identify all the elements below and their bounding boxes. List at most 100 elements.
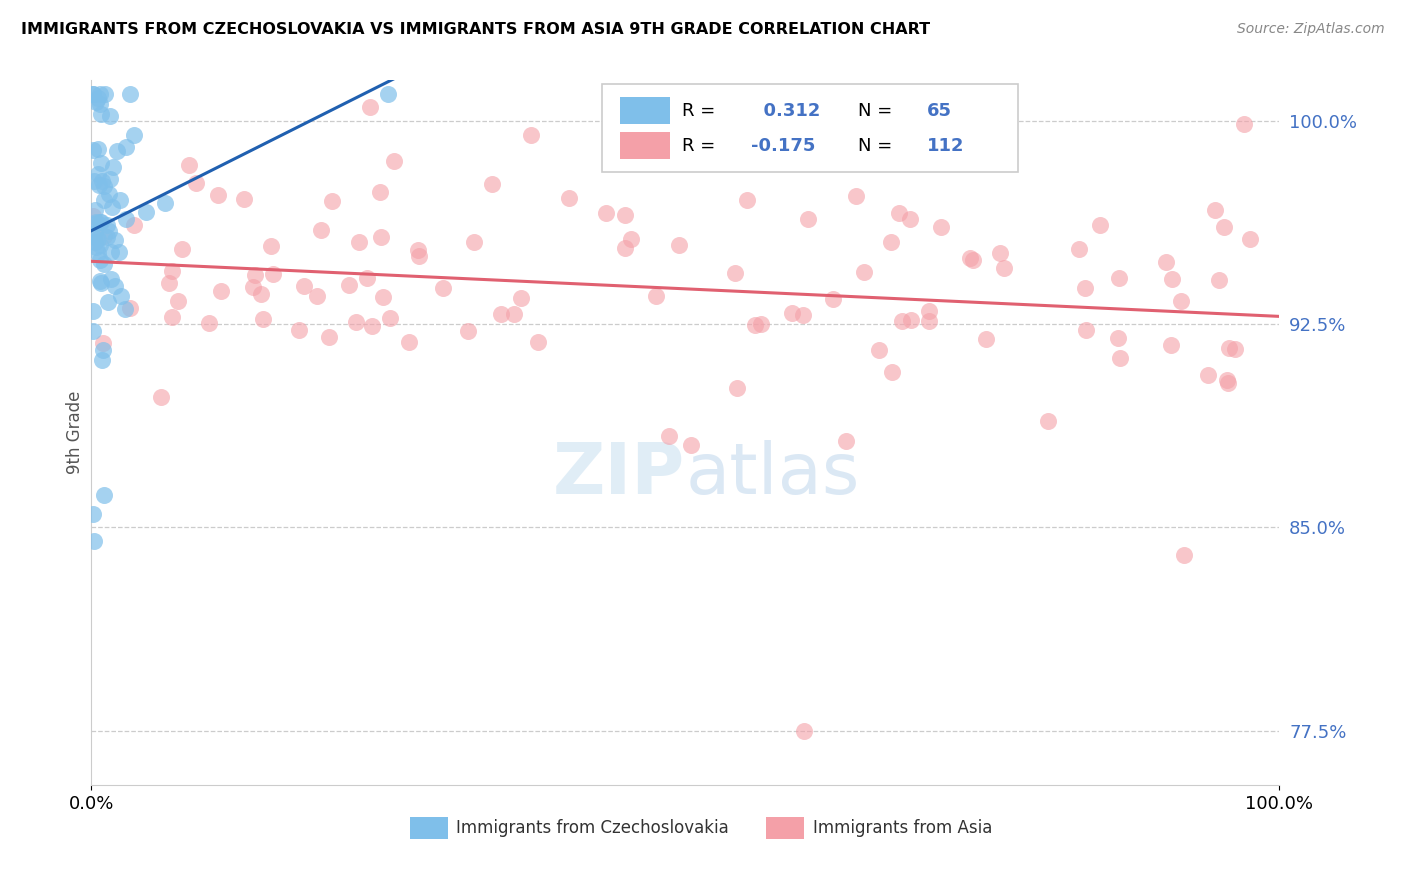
Point [93, 257, 115, 271]
Point [1170, 294, 1192, 309]
Point [104, 233, 127, 247]
Point [101, 160, 124, 174]
Point [90, 107, 112, 121]
Point [382, 154, 405, 169]
Point [110, 289, 132, 303]
Point [98, 187, 121, 202]
Point [84, 240, 107, 254]
Point [233, 192, 256, 206]
Point [87, 245, 110, 260]
Point [321, 194, 343, 209]
Point [1213, 219, 1236, 234]
Point [432, 281, 454, 295]
Point [93, 87, 115, 101]
FancyBboxPatch shape [602, 84, 1018, 172]
Point [209, 285, 232, 299]
Point [82, 304, 104, 318]
Point [900, 313, 922, 327]
Point [82, 507, 104, 521]
Point [658, 428, 681, 442]
Point [98, 109, 121, 123]
Point [962, 253, 984, 268]
Point [371, 290, 394, 304]
Point [89, 87, 111, 101]
Point [793, 723, 815, 738]
Point [96, 218, 118, 232]
Point [155, 196, 177, 211]
Point [242, 279, 264, 293]
Point [118, 87, 141, 101]
Text: 0.312: 0.312 [751, 102, 820, 120]
Point [197, 317, 219, 331]
Text: R =: R = [682, 102, 716, 120]
Point [378, 310, 401, 325]
Point [457, 325, 479, 339]
Point [1108, 271, 1130, 285]
Point [288, 323, 311, 337]
Point [101, 200, 124, 214]
Text: ZIP: ZIP [553, 441, 685, 509]
Point [988, 245, 1011, 260]
Point [880, 235, 903, 249]
Point [90, 214, 112, 228]
Point [260, 239, 283, 253]
Point [86, 216, 108, 230]
Point [1173, 548, 1195, 562]
Point [167, 293, 190, 308]
Point [792, 308, 814, 322]
Point [262, 267, 284, 281]
Text: N =: N = [858, 102, 891, 120]
Point [370, 229, 392, 244]
Point [82, 209, 104, 223]
Point [93, 488, 115, 502]
Point [292, 279, 315, 293]
Point [93, 193, 115, 207]
Point [347, 235, 370, 250]
Point [122, 218, 145, 232]
Point [108, 193, 131, 207]
Point [162, 310, 184, 325]
Point [90, 155, 112, 169]
Point [114, 212, 136, 227]
Text: 65: 65 [927, 102, 952, 120]
Point [114, 302, 136, 317]
Point [120, 301, 142, 316]
Point [1036, 414, 1059, 428]
Point [377, 87, 399, 101]
Point [1225, 343, 1247, 357]
FancyBboxPatch shape [620, 97, 671, 124]
Point [880, 365, 903, 379]
Point [918, 314, 941, 328]
Point [406, 243, 429, 257]
Point [510, 291, 533, 305]
Point [408, 249, 430, 263]
Point [107, 245, 129, 260]
FancyBboxPatch shape [409, 817, 447, 839]
Point [398, 334, 420, 349]
Point [160, 264, 183, 278]
Point [1218, 376, 1240, 390]
Point [98, 172, 121, 186]
Point [150, 390, 173, 404]
Point [1160, 272, 1182, 286]
Point [679, 438, 702, 452]
Point [1216, 373, 1239, 387]
Point [91, 174, 114, 188]
Point [1160, 338, 1182, 352]
Point [170, 242, 193, 256]
Point [177, 158, 200, 172]
Point [797, 211, 820, 226]
Point [83, 174, 105, 188]
Point [96, 229, 118, 244]
Point [97, 294, 120, 309]
Point [89, 215, 111, 229]
Point [89, 96, 111, 111]
Point [135, 205, 157, 219]
Point [463, 235, 485, 249]
Point [835, 434, 858, 448]
FancyBboxPatch shape [766, 817, 804, 839]
Point [337, 277, 360, 292]
Point [82, 87, 104, 101]
Text: Source: ZipAtlas.com: Source: ZipAtlas.com [1237, 22, 1385, 37]
Point [93, 229, 115, 244]
